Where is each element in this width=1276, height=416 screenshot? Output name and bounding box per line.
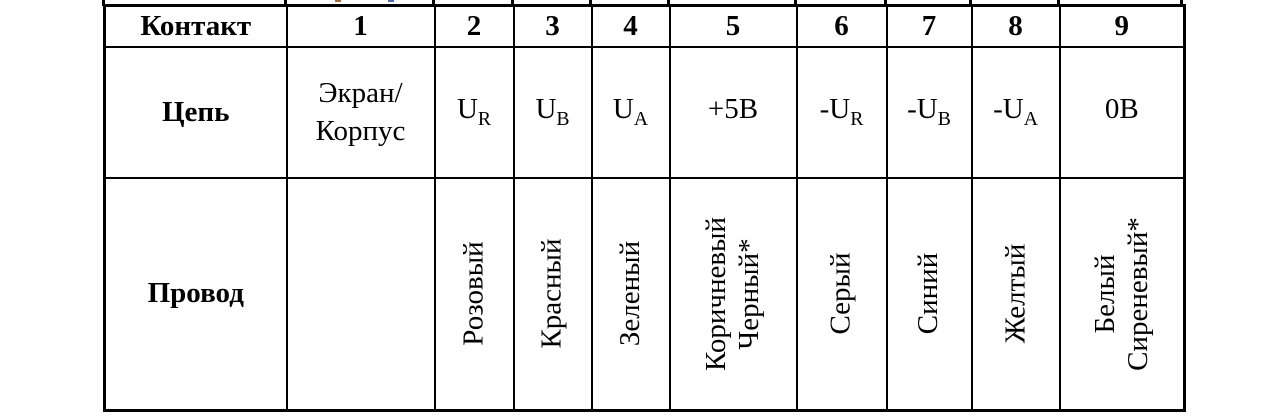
contact-cell-4: 4 bbox=[590, 4, 671, 48]
contact-cell-9: 9 bbox=[1058, 4, 1186, 48]
wire-color-label: Черный* bbox=[733, 238, 765, 350]
circuit-main: -U bbox=[907, 93, 938, 126]
circuit-cell-8: -UA bbox=[970, 45, 1061, 179]
wire-color-vertical: Коричневый Черный* bbox=[671, 180, 796, 407]
circuit-cell-5: +5В bbox=[668, 45, 798, 179]
circuit-main: U bbox=[612, 93, 634, 126]
contact-cell-8: 8 bbox=[970, 4, 1061, 48]
circuit-cell-7: -UB bbox=[885, 45, 973, 179]
crop-artifact-tick bbox=[511, 0, 514, 6]
circuit-main: U bbox=[535, 93, 557, 126]
circuit-sub: B bbox=[556, 107, 570, 130]
contact-cell-1: 1 bbox=[285, 4, 436, 48]
crop-artifact-text-speck bbox=[335, 0, 341, 2]
wire-cell-8: Желтый bbox=[970, 176, 1061, 412]
circuit-cell-1: Экран/ Корпус bbox=[285, 45, 436, 179]
contact-cell-2: 2 bbox=[433, 4, 515, 48]
wire-color-label: Красный bbox=[536, 238, 569, 349]
circuit-cell-4: UA bbox=[590, 45, 671, 179]
wire-color-vertical: Красный bbox=[515, 180, 591, 407]
crop-artifact-tick bbox=[1057, 0, 1060, 6]
row-header-contact: Контакт bbox=[103, 4, 288, 48]
wire-color-vertical: Зеленый bbox=[593, 180, 669, 407]
wire-color-label: Серый bbox=[824, 252, 857, 335]
circuit-main: U bbox=[456, 93, 478, 126]
crop-artifact-tick bbox=[969, 0, 972, 6]
contact-row: Контакт 1 2 3 4 5 6 7 8 9 bbox=[103, 4, 1186, 48]
contact-cell-3: 3 bbox=[512, 4, 593, 48]
wire-color-label: Розовый bbox=[457, 241, 490, 346]
wire-color-vertical: Серый bbox=[798, 180, 886, 407]
wire-color-vertical: Синий bbox=[888, 180, 971, 407]
circuit-main: +5В bbox=[707, 93, 759, 126]
circuit-sub: A bbox=[633, 107, 649, 130]
wire-color-vertical: Желтый bbox=[973, 180, 1059, 407]
crop-artifact-tick bbox=[589, 0, 592, 6]
wire-color-label: Зеленый bbox=[614, 241, 646, 347]
wire-color-label: Коричневый bbox=[700, 216, 732, 371]
wire-cell-5: Коричневый Черный* bbox=[668, 176, 798, 412]
circuit-line: Экран/ bbox=[318, 77, 403, 109]
circuit-cell-2: UR bbox=[433, 45, 515, 179]
circuit-screen-body: Экран/ Корпус bbox=[288, 74, 434, 150]
crop-artifact-tick bbox=[102, 0, 105, 6]
wire-cell-4: Зеленый bbox=[590, 176, 671, 412]
circuit-line: Корпус bbox=[315, 115, 406, 147]
contact-cell-6: 6 bbox=[795, 4, 888, 48]
crop-artifact-tick bbox=[284, 0, 287, 6]
contact-cell-7: 7 bbox=[885, 4, 973, 48]
circuit-main: -U bbox=[819, 93, 851, 126]
wire-row: Провод Розовый Красный bbox=[103, 176, 1186, 412]
crop-artifact-text-speck bbox=[388, 0, 394, 2]
circuit-cell-6: -UR bbox=[795, 45, 888, 179]
wire-cell-2: Розовый bbox=[433, 176, 515, 412]
wire-color-vertical: Белый Сиреневый* bbox=[1061, 180, 1184, 407]
circuit-sub: B bbox=[937, 107, 951, 130]
wire-cell-6: Серый bbox=[795, 176, 888, 412]
contact-cell-5: 5 bbox=[668, 4, 798, 48]
pinout-table: Контакт 1 2 3 4 5 6 7 8 9 Цепь Экран/ Ко… bbox=[103, 4, 1186, 412]
circuit-row: Цепь Экран/ Корпус UR UB UA +5В -UR -UB … bbox=[103, 45, 1186, 179]
row-header-wire: Провод bbox=[103, 176, 288, 412]
circuit-main: 0В bbox=[1104, 93, 1139, 126]
wire-color-label: Желтый bbox=[999, 243, 1032, 344]
circuit-sub: R bbox=[850, 107, 864, 130]
row-header-circuit: Цепь bbox=[103, 45, 288, 179]
wire-color-label: Синий bbox=[912, 253, 945, 335]
crop-artifact-tick bbox=[1180, 0, 1183, 6]
crop-artifact-tick bbox=[884, 0, 887, 6]
circuit-sub: R bbox=[477, 107, 492, 130]
wire-color-label: Белый bbox=[1088, 254, 1121, 334]
wire-cell-1 bbox=[285, 176, 436, 412]
circuit-cell-9: 0В bbox=[1058, 45, 1186, 179]
circuit-sub: A bbox=[1023, 107, 1038, 130]
crop-artifact-tick bbox=[667, 0, 670, 6]
wire-cell-7: Синий bbox=[885, 176, 973, 412]
circuit-cell-3: UB bbox=[512, 45, 593, 179]
wire-cell-3: Красный bbox=[512, 176, 593, 412]
crop-artifact-tick bbox=[432, 0, 435, 6]
wire-color-vertical: Розовый bbox=[436, 180, 513, 407]
wire-cell-9: Белый Сиреневый* bbox=[1058, 176, 1186, 412]
circuit-main: -U bbox=[993, 93, 1024, 126]
crop-artifact-tick bbox=[794, 0, 797, 6]
wire-color-label: Сиреневый* bbox=[1121, 216, 1154, 371]
